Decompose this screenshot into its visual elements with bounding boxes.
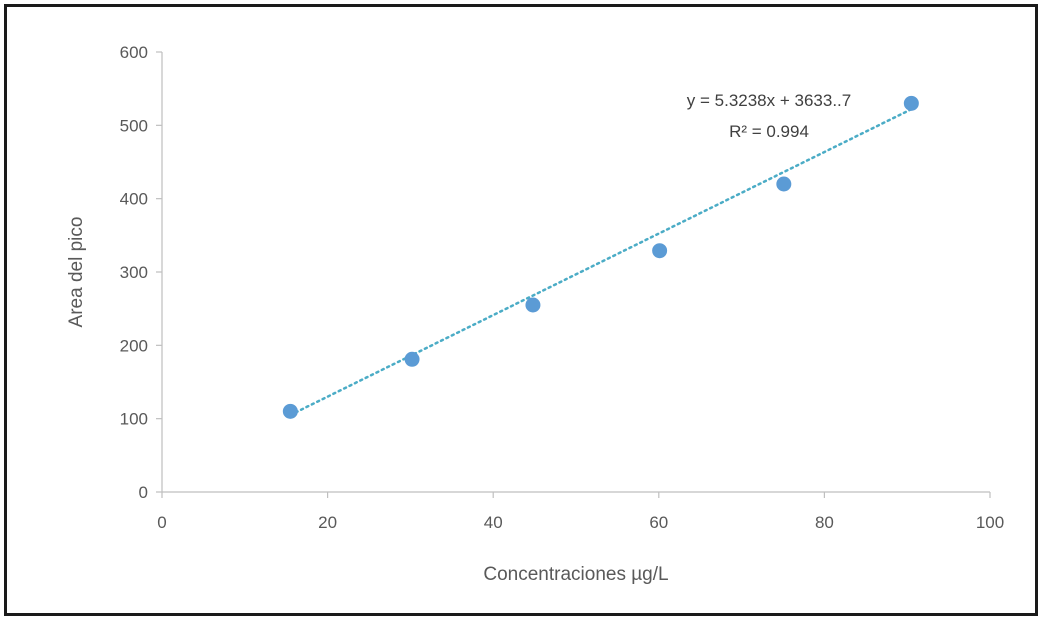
x-tick-label: 20 [318, 513, 337, 532]
y-tick-label: 0 [139, 483, 148, 502]
y-tick-label: 300 [120, 263, 148, 282]
data-point [776, 176, 792, 192]
x-tick-label: 60 [649, 513, 668, 532]
data-point [903, 95, 919, 111]
x-tick-label: 80 [815, 513, 834, 532]
x-axis-title: Concentraciones µg/L [483, 564, 668, 585]
trendline-path [289, 107, 913, 417]
axes [161, 52, 990, 493]
chart-frame: 0 100 200 300 400 500 600 0 20 40 60 80 100 Area de… [4, 4, 1038, 616]
y-axis-title: Area del pico [66, 217, 87, 328]
data-points [282, 95, 919, 419]
trendline [289, 107, 913, 417]
trendline-r-squared: R² = 0.994 [729, 122, 809, 141]
y-tick-label: 600 [120, 43, 148, 62]
y-tick-label: 400 [120, 190, 148, 209]
y-tick-label: 200 [120, 336, 148, 355]
data-point [652, 243, 668, 259]
data-point [404, 351, 420, 367]
x-tick-label: 100 [976, 513, 1004, 532]
x-tick-label: 40 [484, 513, 503, 532]
y-tick-label: 100 [120, 410, 148, 429]
scatter-chart: 0 100 200 300 400 500 600 0 20 40 60 80 100 Area de… [66, 43, 1004, 585]
data-point [282, 403, 298, 419]
y-tick-label: 500 [120, 116, 148, 135]
y-ticks: 0 100 200 300 400 500 600 [120, 43, 162, 502]
trendline-equation: y = 5.3238x + 3633..7 [687, 91, 851, 110]
x-ticks: 0 20 40 60 80 100 [157, 492, 1004, 532]
x-tick-label: 0 [157, 513, 166, 532]
data-point [525, 297, 541, 313]
